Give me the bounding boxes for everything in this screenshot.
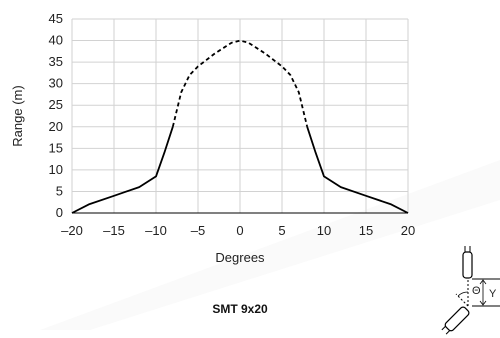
- x-tick-label: –10: [145, 223, 167, 238]
- distance-label: Y: [489, 288, 497, 300]
- grid-lines: [71, 18, 409, 213]
- y-tick-label: 45: [49, 11, 63, 26]
- x-tick-label: 20: [401, 223, 415, 238]
- chart-caption: SMT 9x20: [212, 302, 268, 316]
- x-tick-label: 10: [317, 223, 331, 238]
- y-tick-label: 25: [49, 97, 63, 112]
- series-line-2: [171, 39, 309, 128]
- background-swoosh: [40, 160, 500, 330]
- y-tick-labels: 0 5 10 15 20 25 30 35 40 45: [49, 11, 63, 220]
- distance-arrow-head-down: [479, 300, 487, 306]
- series-line-3: [306, 126, 409, 214]
- x-axis-label: Degrees: [215, 250, 265, 265]
- x-tick-label: –20: [61, 223, 83, 238]
- series-line-1: [71, 126, 174, 214]
- distance-arrow-head-up: [479, 279, 487, 285]
- x-tick-labels: –20 –15 –10 –5 0 5 10 15 20: [61, 223, 415, 238]
- angle-line: [455, 293, 469, 307]
- sensor-diagram: Θ Y: [441, 246, 500, 335]
- angle-label: Θ: [472, 285, 481, 297]
- y-tick-label: 30: [49, 76, 63, 91]
- x-tick-label: –15: [103, 223, 125, 238]
- y-tick-label: 35: [49, 54, 63, 69]
- y-axis-label: Range (m): [10, 85, 25, 146]
- lower-sensor-icon: [441, 306, 470, 335]
- x-tick-label: –5: [191, 223, 205, 238]
- y-tick-label: 15: [49, 140, 63, 155]
- x-tick-label: 0: [236, 223, 243, 238]
- y-tick-label: 0: [56, 205, 63, 220]
- upper-sensor-icon: [462, 246, 473, 279]
- x-tick-label: 5: [278, 223, 285, 238]
- y-tick-label: 10: [49, 162, 63, 177]
- angle-arc: [457, 291, 469, 297]
- y-tick-label: 20: [49, 119, 63, 134]
- y-tick-label: 40: [49, 33, 63, 48]
- x-tick-label: 15: [359, 223, 373, 238]
- series-lines: [71, 39, 409, 214]
- y-tick-label: 5: [56, 183, 63, 198]
